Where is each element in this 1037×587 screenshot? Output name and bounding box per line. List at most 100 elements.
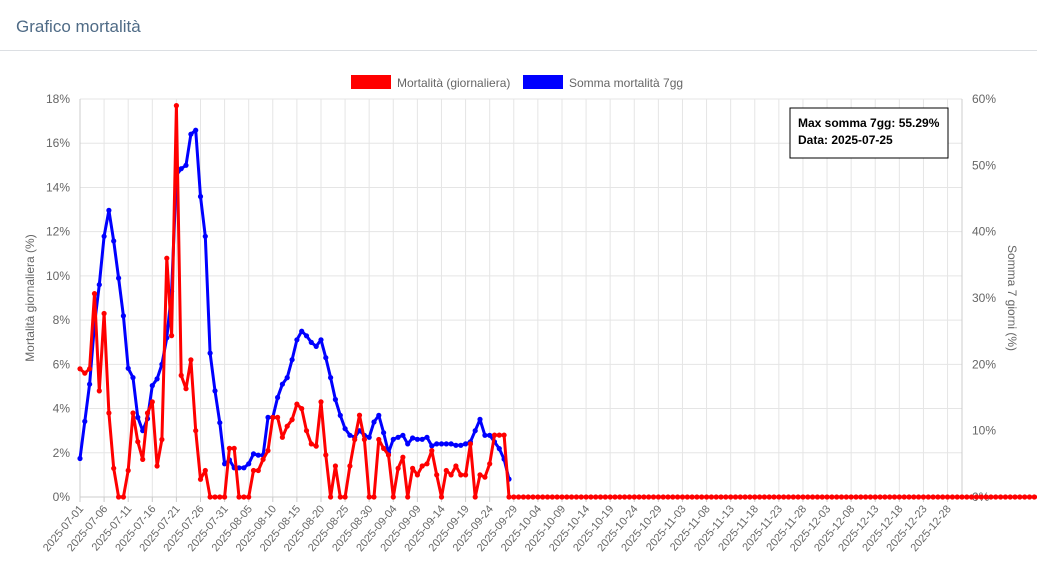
point-7day[interactable] [284, 375, 290, 381]
point-7day[interactable] [299, 328, 305, 334]
point-daily[interactable] [704, 494, 710, 500]
point-7day[interactable] [419, 436, 425, 442]
point-daily[interactable] [916, 494, 922, 500]
point-daily[interactable] [347, 463, 353, 469]
point-7day[interactable] [405, 441, 411, 447]
point-daily[interactable] [477, 472, 483, 478]
point-7day[interactable] [429, 443, 435, 449]
point-daily[interactable] [241, 494, 247, 500]
point-daily[interactable] [82, 370, 88, 376]
point-7day[interactable] [246, 461, 252, 467]
point-daily[interactable] [414, 472, 420, 478]
point-daily[interactable] [183, 386, 189, 392]
point-daily[interactable] [535, 494, 541, 500]
point-daily[interactable] [202, 467, 208, 474]
point-daily[interactable] [935, 494, 941, 500]
point-daily[interactable] [940, 494, 946, 500]
point-7day[interactable] [434, 441, 440, 447]
point-daily[interactable] [236, 494, 242, 500]
point-7day[interactable] [279, 381, 285, 387]
point-7day[interactable] [193, 127, 199, 133]
point-daily[interactable] [371, 494, 377, 500]
point-daily[interactable] [973, 494, 980, 500]
point-7day[interactable] [410, 435, 416, 441]
point-daily[interactable] [713, 494, 719, 500]
point-daily[interactable] [130, 410, 136, 416]
point-daily[interactable] [684, 494, 690, 500]
point-daily[interactable] [872, 494, 878, 500]
point-7day[interactable] [347, 432, 353, 438]
point-daily[interactable] [154, 463, 160, 469]
point-daily[interactable] [583, 494, 589, 500]
point-daily[interactable] [790, 494, 796, 500]
point-7day[interactable] [265, 414, 271, 420]
point-daily[interactable] [106, 410, 112, 416]
point-daily[interactable] [578, 494, 584, 500]
point-7day[interactable] [130, 375, 136, 381]
point-7day[interactable] [294, 337, 300, 343]
point-7day[interactable] [390, 436, 396, 442]
point-daily[interactable] [597, 494, 604, 500]
point-daily[interactable] [472, 494, 478, 500]
point-daily[interactable] [969, 494, 975, 500]
point-daily[interactable] [554, 494, 560, 500]
point-daily[interactable] [612, 494, 618, 500]
point-7day[interactable] [424, 434, 430, 440]
point-7day[interactable] [366, 434, 372, 440]
point-7day[interactable] [496, 446, 502, 452]
point-daily[interactable] [843, 494, 849, 500]
point-daily[interactable] [670, 494, 676, 500]
point-daily[interactable] [920, 494, 927, 500]
point-7day[interactable] [183, 162, 189, 168]
point-daily[interactable] [429, 448, 435, 454]
point-daily[interactable] [197, 476, 204, 482]
point-daily[interactable] [376, 436, 382, 443]
point-daily[interactable] [559, 494, 565, 500]
point-daily[interactable] [747, 494, 753, 500]
point-daily[interactable] [631, 494, 637, 500]
point-7day[interactable] [453, 442, 459, 448]
point-7day[interactable] [438, 441, 445, 447]
point-daily[interactable] [265, 448, 271, 454]
point-7day[interactable] [140, 428, 146, 434]
point-daily[interactable] [1017, 494, 1023, 500]
point-daily[interactable] [169, 333, 175, 339]
point-daily[interactable] [294, 401, 300, 407]
point-daily[interactable] [564, 494, 570, 500]
point-daily[interactable] [708, 494, 715, 500]
point-daily[interactable] [77, 366, 83, 372]
point-7day[interactable] [116, 275, 122, 281]
point-daily[interactable] [544, 494, 551, 500]
point-daily[interactable] [901, 494, 907, 500]
point-daily[interactable] [988, 494, 994, 500]
point-daily[interactable] [718, 494, 724, 500]
point-7day[interactable] [328, 375, 334, 381]
point-daily[interactable] [173, 103, 179, 109]
point-daily[interactable] [602, 494, 608, 500]
point-daily[interactable] [617, 494, 623, 500]
point-7day[interactable] [250, 451, 257, 457]
point-daily[interactable] [998, 494, 1004, 500]
point-daily[interactable] [250, 467, 257, 474]
point-daily[interactable] [270, 414, 276, 420]
point-daily[interactable] [400, 454, 406, 460]
point-daily[interactable] [284, 423, 290, 429]
point-daily[interactable] [332, 463, 338, 469]
point-7day[interactable] [303, 333, 310, 339]
point-7day[interactable] [217, 420, 223, 426]
point-7day[interactable] [332, 396, 338, 403]
point-daily[interactable] [867, 494, 874, 500]
point-daily[interactable] [352, 436, 358, 443]
point-daily[interactable] [834, 494, 840, 500]
point-daily[interactable] [978, 494, 984, 500]
point-7day[interactable] [120, 313, 126, 319]
point-daily[interactable] [607, 494, 613, 500]
point-daily[interactable] [443, 467, 449, 474]
point-daily[interactable] [949, 494, 956, 500]
point-daily[interactable] [260, 456, 266, 462]
point-daily[interactable] [87, 366, 93, 372]
point-daily[interactable] [366, 494, 372, 500]
point-daily[interactable] [246, 494, 252, 500]
point-7day[interactable] [255, 452, 261, 458]
point-7day[interactable] [197, 193, 204, 200]
